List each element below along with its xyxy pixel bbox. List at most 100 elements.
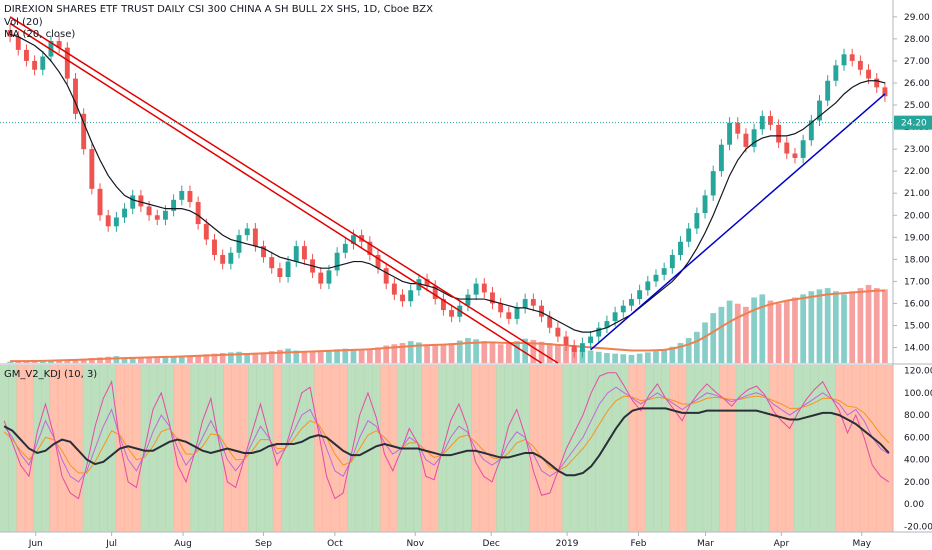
candle-body: [432, 285, 438, 300]
volume-bar: [841, 294, 847, 363]
candle-body: [669, 254, 675, 269]
kdj-zone-down: [74, 365, 84, 532]
candle-body: [661, 268, 667, 275]
candle-body: [449, 310, 455, 317]
kdj-zone-up: [82, 365, 92, 532]
kdj-zone-up: [653, 365, 662, 532]
kdj-zone-up: [33, 365, 42, 532]
kdj-zone-down: [859, 365, 869, 532]
candle-body: [604, 321, 610, 328]
time-axis-label: May: [852, 539, 871, 549]
candle-body: [203, 224, 209, 240]
volume-bar: [170, 356, 177, 363]
candle-body: [105, 215, 111, 227]
kdj-zone-down: [785, 365, 795, 532]
candle-body: [751, 129, 757, 147]
kdj-zone-down: [16, 365, 26, 532]
candle-body: [579, 343, 585, 352]
volume-bar: [849, 291, 856, 363]
kdj-zone-up: [793, 365, 803, 532]
candle-body: [686, 228, 692, 242]
volume-bar: [56, 360, 63, 363]
last-price-label: 24.20: [901, 119, 927, 129]
candle-body: [375, 254, 381, 269]
volume-bar: [710, 313, 717, 363]
candle-body: [334, 252, 340, 271]
time-axis-label: Sep: [255, 539, 272, 549]
kdj-zone-down: [429, 365, 439, 532]
candle-body: [743, 133, 749, 147]
time-axis-label: Dec: [482, 539, 499, 549]
volume-bar: [203, 354, 210, 363]
volume-bar: [808, 291, 815, 363]
kdj-zone-down: [843, 365, 853, 532]
kdj-zone-up: [148, 365, 158, 532]
volume-bar: [195, 354, 201, 363]
volume-bar: [399, 343, 406, 363]
kdj-zone-down: [545, 365, 555, 532]
time-axis-label: Mar: [697, 539, 714, 549]
volume-bar: [342, 348, 349, 363]
kdj-zone-up: [661, 365, 671, 532]
uptrend-line: [590, 93, 886, 351]
last-price-badge: [894, 115, 932, 130]
volume-bar: [383, 345, 390, 363]
kdj-line-j: [3, 372, 890, 500]
candle-body: [710, 171, 716, 196]
volume-bar: [31, 361, 38, 363]
volume-bar: [718, 306, 725, 363]
volume-bar: [628, 354, 635, 363]
candle-body: [424, 279, 430, 286]
kdj-zone-down: [719, 365, 729, 532]
kdj-zone-up: [702, 365, 712, 532]
candle-body: [220, 254, 226, 264]
indicator-tick-label: 20.00: [904, 478, 930, 488]
kdj-zone-down: [884, 365, 894, 532]
volume-bar: [857, 288, 864, 363]
volume-bar: [48, 361, 54, 363]
volume-bar: [595, 351, 602, 363]
volume-bar: [301, 351, 308, 363]
volume-bar: [15, 361, 22, 363]
kdj-zone-up: [214, 365, 224, 532]
time-axis-label: 2019: [556, 539, 579, 549]
candle-body: [857, 60, 863, 70]
volume-bar: [219, 353, 226, 363]
volume-bar: [792, 297, 798, 363]
kdj-zone-up: [463, 365, 472, 532]
volume-bar: [677, 343, 684, 363]
volume-ma-line: [10, 289, 885, 363]
volume-bar: [530, 339, 537, 363]
candle-body: [874, 78, 880, 88]
volume-bar: [97, 357, 103, 363]
candle-body: [522, 299, 528, 308]
kdj-zone-up: [711, 365, 720, 532]
kdj-zone-up: [752, 365, 762, 532]
price-tick-label: 22.00: [904, 167, 930, 177]
candle-body: [130, 195, 136, 209]
price-tick-label: 15.00: [904, 322, 930, 332]
kdj-zone-up: [446, 365, 456, 532]
indicator-tick-label: 40.00: [904, 456, 930, 466]
volume-bar: [661, 349, 668, 363]
kdj-zone-up: [107, 365, 117, 532]
downtrend-line-upper: [9, 16, 559, 364]
candle-body: [252, 228, 258, 247]
volume-bar: [260, 352, 267, 363]
candle-body: [506, 312, 512, 319]
candle-body: [40, 56, 46, 70]
kdj-zone-down: [239, 365, 249, 532]
candle-body: [473, 283, 479, 295]
kdj-zone-up: [760, 365, 770, 532]
candle-body: [244, 228, 250, 236]
volume-bar: [775, 303, 782, 363]
kdj-zone-up: [587, 365, 596, 532]
time-axis-label: Nov: [406, 539, 424, 549]
kdj-zone-up: [248, 365, 257, 532]
time-axis-label: Feb: [631, 539, 647, 549]
candle-body: [498, 303, 504, 313]
kdj-zone-up: [256, 365, 266, 532]
kdj-zone-up: [818, 365, 828, 532]
kdj-zone-down: [669, 365, 679, 532]
